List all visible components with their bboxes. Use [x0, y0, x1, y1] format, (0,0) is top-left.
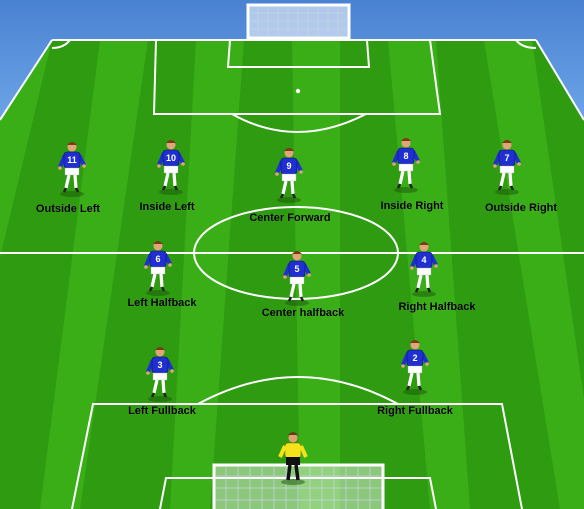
player-figure: 7 [493, 140, 521, 195]
jersey-number: 7 [504, 153, 509, 163]
player-figure: 11 [58, 142, 86, 197]
player-figure: 8 [392, 138, 420, 193]
player-5: 5 [277, 249, 317, 309]
player-figure: 5 [283, 251, 311, 306]
position-label: Outside Right [484, 202, 558, 214]
jersey-number: 2 [412, 353, 417, 363]
player-2: 2 [395, 338, 435, 398]
player-11: 11 [52, 140, 92, 200]
player-4: 4 [404, 240, 444, 300]
position-label: Inside Left [139, 201, 195, 213]
goalkeeper [278, 432, 308, 485]
position-label: Inside Right [380, 200, 444, 212]
position-label: Right Fullback [377, 405, 453, 417]
jersey-number: 3 [157, 360, 162, 370]
jersey-number: 9 [286, 161, 291, 171]
top-goal [246, 3, 351, 40]
player-10: 10 [151, 138, 191, 198]
position-label: Center halfback [261, 307, 345, 319]
player-3: 3 [140, 345, 180, 405]
player-6: 6 [138, 239, 178, 299]
player-8: 8 [386, 136, 426, 196]
player-9: 9 [269, 146, 309, 206]
jersey-number: 4 [421, 255, 426, 265]
player-figure: 6 [144, 241, 172, 296]
jersey-number: 5 [294, 264, 299, 274]
player-figure: 3 [146, 347, 174, 402]
jersey-number: 8 [403, 151, 408, 161]
position-label: Center Forward [249, 212, 331, 224]
player-7: 7 [487, 138, 527, 198]
player-figure: 9 [275, 148, 303, 203]
position-label: Left Fullback [128, 405, 196, 417]
jersey-number: 11 [67, 155, 77, 165]
penalty-spot [295, 88, 301, 94]
player-figure: 10 [157, 140, 185, 195]
jersey-number: 6 [155, 254, 160, 264]
field-lines [0, 39, 584, 509]
jersey-number: 10 [166, 153, 176, 163]
player-figure: 4 [410, 242, 438, 297]
position-label: Left Halfback [127, 297, 197, 309]
position-label: Right Halfback [398, 301, 476, 313]
position-label: Outside Left [35, 203, 101, 215]
player-figure: 2 [401, 340, 429, 395]
